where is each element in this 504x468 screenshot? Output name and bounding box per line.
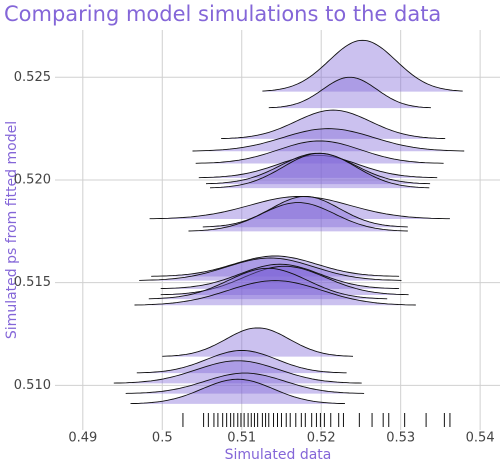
ridge-line — [136, 350, 347, 374]
x-tick-label: 0.53 — [386, 431, 415, 446]
x-tick-label: 0.49 — [68, 431, 97, 446]
ridge-line — [113, 360, 362, 384]
ridge-line — [139, 257, 402, 281]
ridge-line — [268, 76, 431, 109]
x-axis-label: Simulated data — [225, 447, 332, 463]
ridge-line — [192, 128, 465, 152]
ridge-fill — [113, 360, 362, 384]
ridge-fill — [160, 266, 409, 296]
y-tick-label: 0.525 — [14, 70, 51, 85]
x-tick-label: 0.54 — [466, 431, 495, 446]
ridge-fill — [149, 196, 450, 219]
y-tick-label: 0.520 — [14, 172, 51, 187]
chart-title: Comparing model simulations to the data — [4, 2, 441, 26]
ridge-fill — [195, 140, 444, 164]
x-tick-label: 0.5 — [152, 431, 173, 446]
ridge-fill — [188, 202, 408, 232]
ridge-fill — [192, 128, 465, 152]
ridge-line — [125, 372, 365, 394]
ridge-line — [262, 39, 463, 92]
ridge-line — [209, 152, 430, 189]
ridge-line — [198, 154, 438, 179]
ridge-fill — [221, 110, 446, 139]
ridge-line — [160, 263, 400, 290]
ridge-fill — [202, 196, 408, 228]
x-tick-label: 0.52 — [307, 431, 336, 446]
ridge-fill — [139, 258, 402, 281]
ridge-line — [202, 195, 408, 228]
ridge-line — [134, 280, 416, 306]
ridge-fill — [130, 379, 345, 404]
x-tick-label: 0.51 — [227, 431, 256, 446]
ridge-fill — [134, 280, 416, 306]
ridge-line — [188, 202, 408, 232]
ridge-line — [148, 267, 388, 300]
ridge-fill — [268, 77, 431, 109]
y-axis-label: Simulated ps from fitted model — [4, 121, 20, 339]
ridge-line — [151, 255, 400, 277]
ridge-line — [221, 109, 446, 140]
y-tick-label: 0.515 — [14, 275, 51, 290]
ridge-line — [162, 327, 354, 357]
ridge-fill — [148, 268, 388, 300]
ridge-fill — [198, 155, 438, 178]
ridge-fill — [162, 327, 353, 357]
ridge-fill — [262, 40, 463, 92]
ridge-fill — [210, 153, 430, 189]
ridge-fill — [125, 373, 365, 394]
y-tick-label: 0.510 — [14, 378, 51, 393]
ridge-fill — [136, 350, 347, 374]
ridge-line — [195, 140, 444, 164]
ridge-line — [130, 378, 346, 405]
